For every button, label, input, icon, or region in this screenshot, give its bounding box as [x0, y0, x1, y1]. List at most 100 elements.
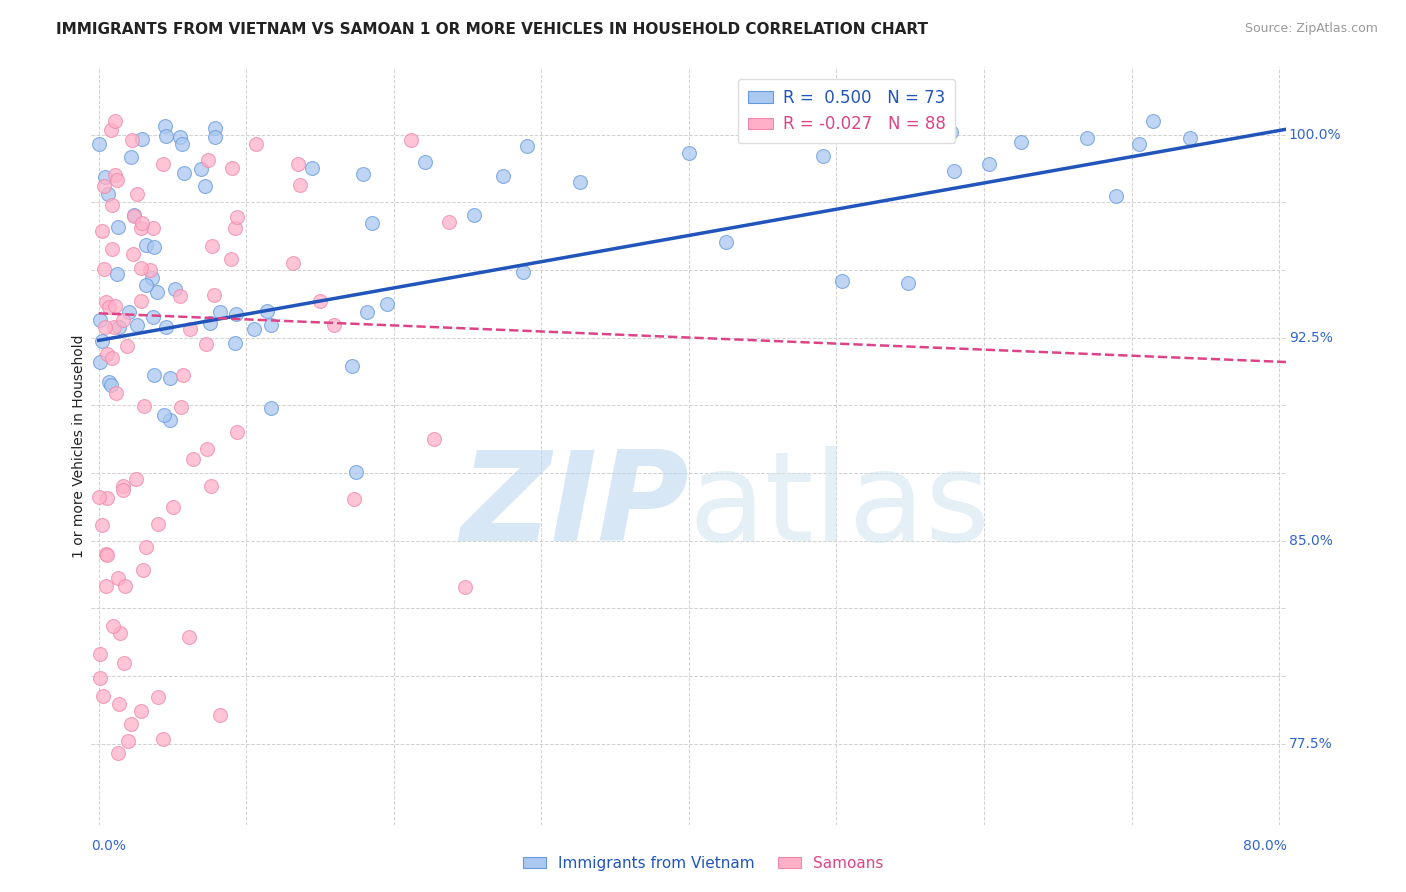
Point [340, 359, 363, 374]
Point [89, 671, 111, 685]
Point [129, 293, 152, 308]
Point [169, 130, 191, 145]
Point [142, 240, 165, 254]
Point [360, 216, 382, 230]
Point [152, 157, 174, 171]
Point [260, 318, 283, 333]
Text: Source: ZipAtlas.com: Source: ZipAtlas.com [1244, 22, 1378, 36]
Text: 100.0%: 100.0% [1289, 128, 1341, 142]
Point [200, 479, 222, 493]
Text: 92.5%: 92.5% [1289, 331, 1333, 344]
Point [129, 704, 152, 718]
Point [89, 313, 111, 327]
Point [512, 265, 534, 279]
Point [93, 179, 115, 194]
Point [159, 413, 181, 427]
Point [226, 425, 249, 439]
Point [219, 252, 242, 267]
Point [225, 307, 247, 321]
Point [103, 319, 125, 334]
Point [94, 547, 117, 561]
Point [198, 316, 221, 330]
Point [170, 401, 193, 415]
Point [221, 161, 243, 175]
Point [91, 224, 114, 238]
Point [89, 647, 111, 661]
Point [142, 368, 165, 382]
Point [163, 282, 186, 296]
Point [96, 579, 118, 593]
Point [224, 221, 246, 235]
Point [1178, 130, 1201, 145]
Point [96, 294, 118, 309]
Point [120, 150, 142, 164]
Point [131, 216, 153, 230]
Point [413, 155, 436, 169]
Point [1105, 189, 1128, 203]
Point [89, 355, 111, 369]
Text: ZIP: ZIP [460, 446, 689, 567]
Point [153, 409, 176, 423]
Point [309, 294, 332, 309]
Point [322, 318, 344, 333]
Point [301, 161, 323, 175]
Point [437, 214, 460, 228]
Point [132, 399, 155, 413]
Point [155, 128, 177, 143]
Point [142, 310, 165, 325]
Legend: Immigrants from Vietnam, Samoans: Immigrants from Vietnam, Samoans [517, 850, 889, 877]
Point [112, 483, 135, 497]
Point [179, 322, 201, 336]
Point [101, 619, 124, 633]
Point [97, 186, 120, 201]
Point [939, 125, 962, 139]
Point [831, 274, 853, 288]
Point [678, 146, 700, 161]
Point [181, 451, 204, 466]
Point [208, 305, 231, 319]
Legend: R =  0.500   N = 73, R = -0.027   N = 88: R = 0.500 N = 73, R = -0.027 N = 88 [738, 79, 956, 144]
Y-axis label: 1 or more Vehicles in Household: 1 or more Vehicles in Household [72, 334, 86, 558]
Point [463, 208, 485, 222]
Point [343, 492, 366, 507]
Text: 80.0%: 80.0% [1243, 838, 1286, 853]
Point [344, 465, 367, 479]
Text: 85.0%: 85.0% [1289, 533, 1333, 548]
Point [129, 220, 152, 235]
Point [127, 318, 149, 332]
Point [146, 516, 169, 531]
Point [104, 299, 127, 313]
Point [204, 130, 226, 145]
Point [89, 136, 111, 151]
Point [1128, 136, 1150, 151]
Point [87, 491, 110, 505]
Point [117, 733, 139, 747]
Point [105, 172, 128, 186]
Point [190, 161, 212, 176]
Point [281, 256, 304, 270]
Point [453, 580, 475, 594]
Point [111, 479, 134, 493]
Point [100, 378, 122, 392]
Point [98, 300, 121, 314]
Text: atlas: atlas [689, 446, 991, 567]
Point [979, 157, 1001, 171]
Point [153, 120, 176, 134]
Point [1142, 114, 1164, 128]
Point [93, 170, 115, 185]
Point [120, 716, 142, 731]
Point [204, 120, 226, 135]
Point [131, 132, 153, 146]
Point [103, 168, 125, 182]
Point [352, 167, 374, 181]
Point [122, 247, 145, 261]
Point [107, 746, 129, 760]
Point [114, 579, 136, 593]
Point [93, 261, 115, 276]
Point [134, 238, 156, 252]
Point [194, 179, 217, 194]
Point [107, 220, 129, 235]
Point [112, 313, 135, 327]
Point [356, 305, 378, 319]
Point [108, 697, 131, 711]
